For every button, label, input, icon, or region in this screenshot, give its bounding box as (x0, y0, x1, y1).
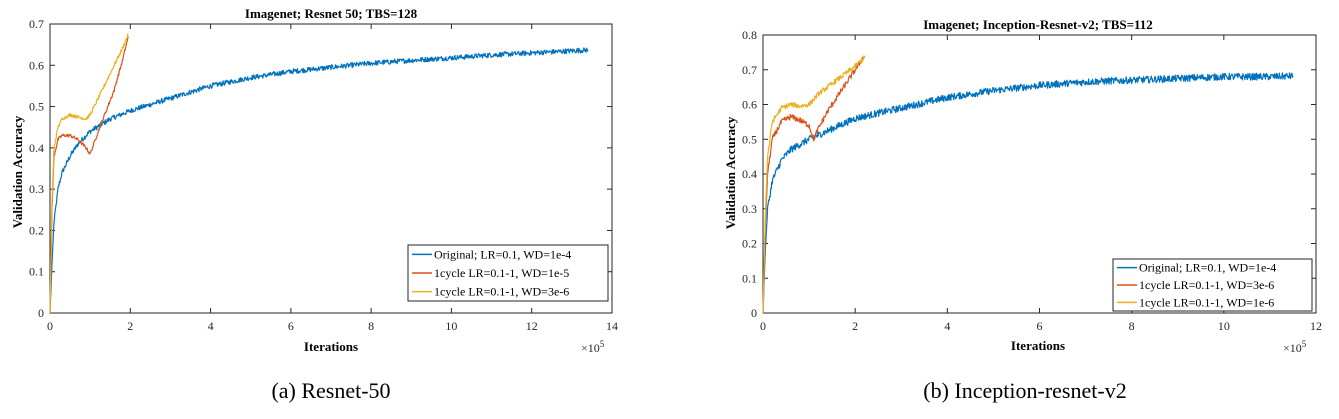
x-axis-label: Iterations (304, 339, 358, 354)
y-tick-label: 0 (751, 306, 757, 320)
y-tick-label: 0.5 (29, 100, 44, 114)
y-tick-label: 0.6 (742, 98, 757, 112)
chart-title: Imagenet; Inception-Resnet-v2; TBS=112 (923, 17, 1153, 32)
chart-inception-resnet-v2: Imagenet; Inception-Resnet-v2; TBS=112 I… (723, 17, 1322, 403)
y-tick-label: 0.1 (742, 271, 757, 285)
x-tick-label: 12 (1310, 319, 1322, 333)
legend-entry: 1cycle LR=0.1-1, WD=1e-6 (1139, 295, 1274, 309)
x-axis-multiplier: ×105 (581, 339, 605, 355)
x-tick-label: 8 (1129, 319, 1135, 333)
y-tick-label: 0.2 (29, 223, 44, 237)
x-tick-label: 2 (852, 319, 858, 333)
x-tick-label: 0 (47, 319, 53, 333)
legend-entry: 1cycle LR=0.1-1, WD=1e-5 (434, 266, 569, 280)
y-tick-label: 0.4 (742, 167, 757, 181)
figure-caption: (b) Inception-resnet-v2 (923, 378, 1126, 403)
series-line (49, 36, 129, 314)
legend-box (407, 244, 609, 302)
series-line (49, 47, 589, 314)
x-tick-label: 6 (1037, 319, 1043, 333)
x-tick-label: 8 (368, 319, 374, 333)
x-tick-label: 0 (760, 319, 766, 333)
x-axis-multiplier: ×105 (1283, 339, 1307, 355)
series-line (49, 33, 129, 314)
y-tick-label: 0.3 (29, 182, 44, 196)
y-axis-label: Validation Accuracy (723, 116, 738, 229)
y-tick-label: 0.3 (742, 202, 757, 216)
legend-entry: 1cycle LR=0.1-1, WD=3e-6 (434, 285, 569, 299)
y-tick-label: 0.7 (29, 17, 44, 31)
legend-entry: 1cycle LR=0.1-1, WD=3e-6 (1139, 278, 1274, 292)
y-tick-label: 0.5 (742, 132, 757, 146)
x-tick-label: 6 (288, 319, 294, 333)
x-axis-label: Iterations (1011, 338, 1065, 353)
series-line (762, 55, 865, 314)
x-tick-label: 4 (944, 319, 950, 333)
legend-box (1112, 258, 1313, 312)
x-tick-label: 12 (526, 319, 538, 333)
y-tick-label: 0.8 (742, 28, 757, 42)
x-tick-label: 2 (127, 319, 133, 333)
plot-area-frame (49, 23, 613, 314)
series-line (762, 55, 865, 314)
y-tick-label: 0.6 (29, 58, 44, 72)
x-tick-label: 4 (208, 319, 214, 333)
y-axis-label: Validation Accuracy (10, 115, 25, 228)
figure-caption: (a) Resnet-50 (271, 378, 390, 403)
y-tick-label: 0.1 (29, 265, 44, 279)
legend-entry: Original; LR=0.1, WD=1e-4 (1139, 261, 1276, 275)
x-tick-label: 14 (606, 319, 618, 333)
y-tick-label: 0.2 (742, 237, 757, 251)
chart-resnet50: Imagenet; Resnet 50; TBS=128 Iterations … (10, 6, 618, 403)
y-tick-label: 0.4 (29, 141, 44, 155)
x-tick-label: 10 (1218, 319, 1230, 333)
legend-entry: Original; LR=0.1, WD=1e-4 (434, 247, 571, 261)
y-tick-label: 0 (38, 306, 44, 320)
x-tick-label: 10 (445, 319, 457, 333)
chart-title: Imagenet; Resnet 50; TBS=128 (245, 6, 418, 21)
y-tick-label: 0.7 (742, 63, 757, 77)
series-line (762, 72, 1294, 314)
